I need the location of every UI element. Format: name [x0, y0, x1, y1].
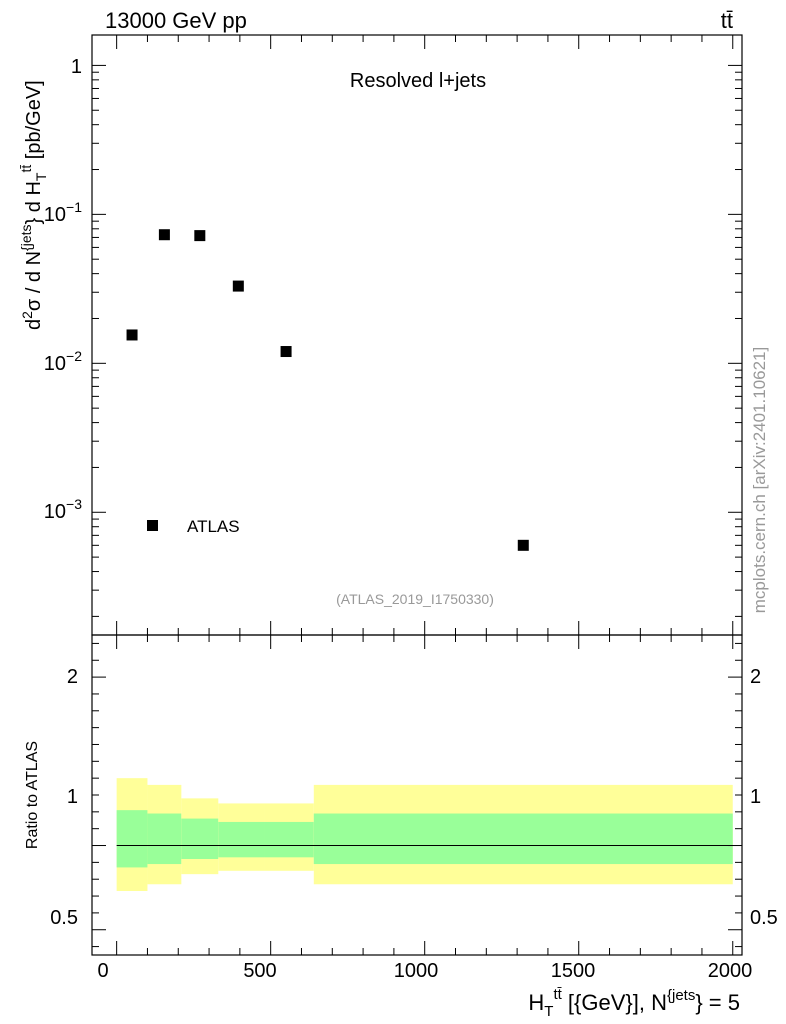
ratio-ticks — [92, 635, 742, 955]
band-inner-2 — [147, 813, 182, 865]
main-plot: 1 10−1 10−2 10−3 Resolved l+jets (ATLAS_… — [18, 34, 743, 636]
y-tick-label-0.001: 10−3 — [44, 496, 82, 523]
main-ticks — [92, 35, 742, 635]
watermark: mcplots.cern.ch [arXiv:2401.10621] — [750, 347, 769, 613]
data-point-3 — [194, 230, 206, 242]
x-tick-labels: 0 500 1000 1500 2000 — [97, 960, 752, 982]
ratio-y-tick-0.5-left: 0.5 — [50, 907, 78, 929]
x-tick-label-1500: 1500 — [551, 960, 596, 982]
x-tick-label-2000: 2000 — [708, 960, 753, 982]
analysis-id: (ATLAS_2019_I1750330) — [336, 591, 494, 607]
data-point-6 — [517, 539, 529, 551]
header-right: tt̄ — [721, 8, 733, 33]
legend-label-atlas: ATLAS — [187, 517, 240, 536]
ratio-y-tick-2-right: 2 — [750, 666, 761, 688]
x-tick-label-500: 500 — [243, 960, 276, 982]
annotation-resolved: Resolved l+jets — [350, 70, 486, 92]
main-y-tick-labels: 1 10−1 10−2 10−3 — [44, 56, 82, 523]
y-tick-label-0.1: 10−1 — [44, 199, 82, 226]
ratio-y-axis-title: Ratio to ATLAS — [24, 741, 41, 849]
band-inner-1 — [116, 810, 148, 868]
data-point-2 — [158, 229, 170, 241]
legend: ATLAS — [147, 517, 240, 536]
ratio-y-tick-2-left: 2 — [67, 666, 78, 688]
band-inner-5 — [264, 821, 314, 858]
header-left: 13000 GeV pp — [105, 8, 247, 33]
x-axis-title: HTtt̄ [{GeV}], N{jets} = 5 — [528, 986, 740, 1020]
legend-marker-atlas — [147, 520, 158, 531]
band-inner-3 — [181, 818, 219, 859]
band-inner-4 — [218, 821, 265, 858]
band-inner-6 — [313, 813, 733, 865]
ratio-y-tick-1-left: 1 — [67, 786, 78, 808]
ratio-y-tick-1-right: 1 — [750, 786, 761, 808]
data-point-5 — [280, 346, 292, 358]
x-tick-label-0: 0 — [97, 960, 108, 982]
ratio-y-tick-0.5-right: 0.5 — [750, 907, 778, 929]
main-y-axis-title: d2σ / d N{jets} d HTtt̄ [pb/GeV] — [18, 80, 49, 330]
data-markers — [126, 229, 529, 551]
data-point-4 — [232, 280, 244, 292]
data-point-1 — [126, 329, 138, 341]
uncertainty-bands — [116, 778, 733, 891]
x-tick-label-1000: 1000 — [394, 960, 439, 982]
ratio-plot: 2 1 0.5 2 1 0.5 Ratio to ATLAS 0 500 100… — [24, 634, 778, 1020]
y-tick-label-0.01: 10−2 — [44, 348, 82, 375]
y-tick-label-1: 1 — [71, 56, 82, 78]
